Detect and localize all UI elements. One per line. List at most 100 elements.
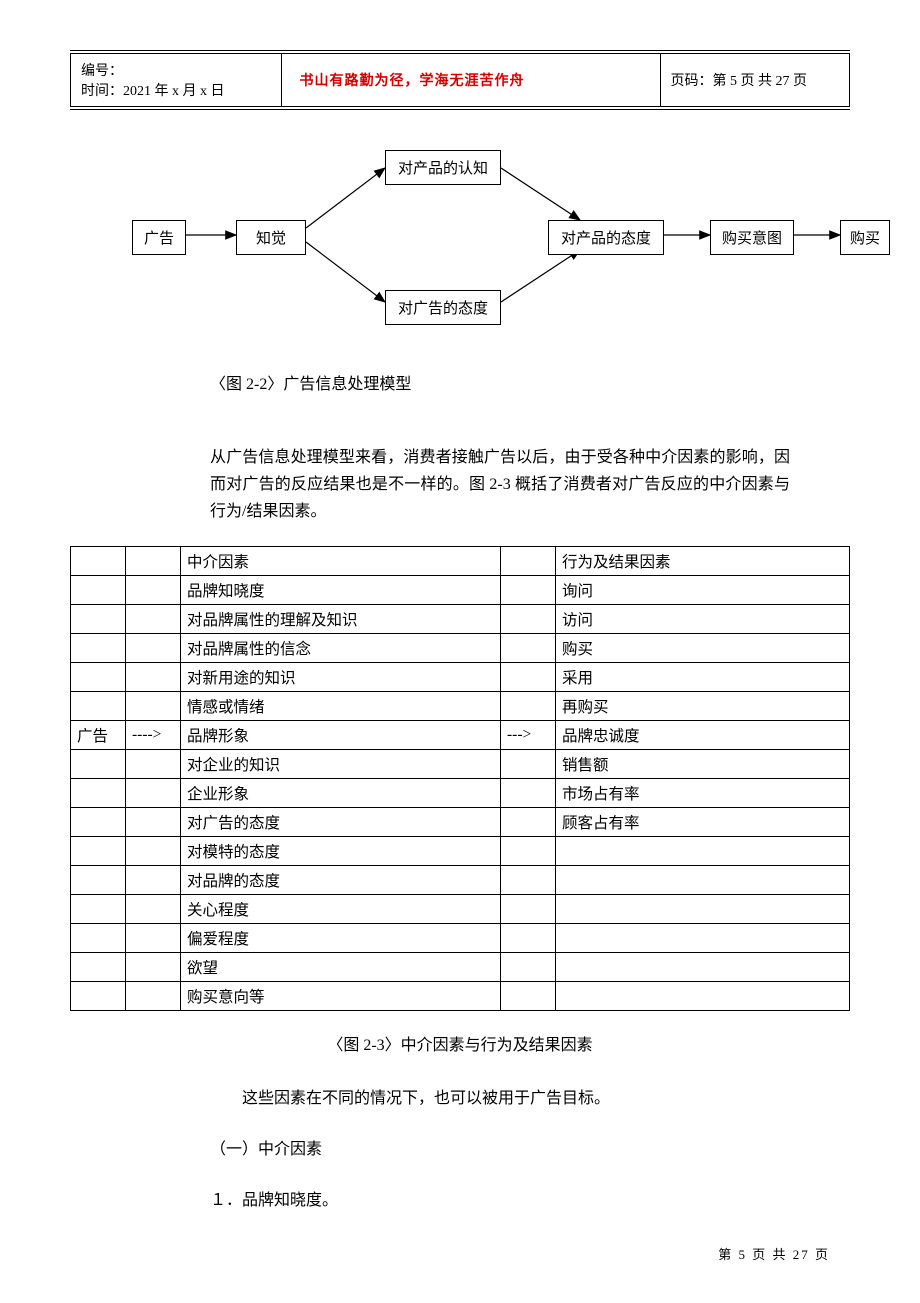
table-cell (126, 575, 181, 604)
table-cell (556, 836, 850, 865)
table-row: 对品牌的态度 (71, 865, 850, 894)
table-cell (556, 894, 850, 923)
table-cell: 行为及结果因素 (556, 546, 850, 575)
table-cell: 购买 (556, 633, 850, 662)
table-cell (71, 981, 126, 1010)
table-cell: 询问 (556, 575, 850, 604)
table-row: 企业形象 市场占有率 (71, 778, 850, 807)
table-cell: 广告 (71, 720, 126, 749)
table-cell: 偏爱程度 (181, 923, 501, 952)
table-cell (501, 604, 556, 633)
table-row: 对模特的态度 (71, 836, 850, 865)
table-cell: 顾客占有率 (556, 807, 850, 836)
table-cell (126, 923, 181, 952)
page-footer: 第 5 页 共 27 页 (70, 1244, 850, 1263)
table-cell (71, 865, 126, 894)
table-cell (126, 662, 181, 691)
table-cell: 欲望 (181, 952, 501, 981)
table-cell (501, 807, 556, 836)
table-cell (71, 749, 126, 778)
table-cell: 品牌知晓度 (181, 575, 501, 604)
table-cell (126, 894, 181, 923)
table-cell (126, 865, 181, 894)
table-cell: 市场占有率 (556, 778, 850, 807)
header-code: 编号： (81, 60, 271, 80)
flowchart-node-buy: 购买 (840, 220, 890, 255)
table-row: 品牌知晓度 询问 (71, 575, 850, 604)
table-cell: 访问 (556, 604, 850, 633)
table-cell (71, 662, 126, 691)
table-cell: 对模特的态度 (181, 836, 501, 865)
paragraph-intro: 从广告信息处理模型来看，消费者接触广告以后，由于受各种中介因素的影响，因而对广告… (210, 444, 790, 526)
table-row: 对新用途的知识采用 (71, 662, 850, 691)
flowchart-edge (306, 168, 385, 228)
table-cell: 再购买 (556, 691, 850, 720)
top-rule (70, 50, 850, 51)
table-cell: 对品牌的态度 (181, 865, 501, 894)
header-motto: 书山有路勤为径，学海无涯苦作舟 (300, 74, 525, 89)
table-cell (501, 778, 556, 807)
table-cell (501, 836, 556, 865)
flowchart-node-adatt: 对广告的态度 (385, 290, 501, 325)
table-cell (556, 865, 850, 894)
table-cell: 关心程度 (181, 894, 501, 923)
table-row: 对企业的知识 销售额 (71, 749, 850, 778)
table-cell (501, 981, 556, 1010)
table-cell: 品牌忠诚度 (556, 720, 850, 749)
table-cell (501, 894, 556, 923)
table-cell: 销售额 (556, 749, 850, 778)
table-row: 对品牌属性的信念 购买 (71, 633, 850, 662)
table-cell (71, 923, 126, 952)
table-cell (501, 633, 556, 662)
table-cell: 购买意向等 (181, 981, 501, 1010)
table-cell: 对品牌属性的理解及知识 (181, 604, 501, 633)
table-cell (126, 546, 181, 575)
table-row: 对广告的态度顾客占有率 (71, 807, 850, 836)
table-cell (501, 952, 556, 981)
table-cell (71, 546, 126, 575)
flowchart-edge (501, 250, 580, 302)
table-row: 对品牌属性的理解及知识 访问 (71, 604, 850, 633)
table-cell (501, 662, 556, 691)
table-cell: ----> (126, 720, 181, 749)
table-cell (126, 952, 181, 981)
flowchart-edge (501, 168, 580, 220)
table-cell (501, 691, 556, 720)
figure-2-3-caption: 〈图 2-3〉中介因素与行为及结果因素 (70, 1031, 850, 1055)
table-cell: 情感或情绪 (181, 691, 501, 720)
table-cell (126, 836, 181, 865)
table-row: 情感或情绪 再购买 (71, 691, 850, 720)
flowchart-node-prodatt: 对产品的态度 (548, 220, 664, 255)
table-cell (71, 633, 126, 662)
table-row: 偏爱程度 (71, 923, 850, 952)
header-left-cell: 编号： 时间：2021 年 x 月 x 日 (71, 54, 282, 107)
header-time: 时间：2021 年 x 月 x 日 (81, 80, 271, 100)
table-cell: 企业形象 (181, 778, 501, 807)
table-cell (501, 865, 556, 894)
table-row: 中介因素行为及结果因素 (71, 546, 850, 575)
header-page-label: 页码：第 5 页 共 27 页 (671, 74, 808, 89)
section-heading-1: （一）中介因素 (210, 1136, 790, 1163)
table-cell (71, 807, 126, 836)
table-cell (501, 923, 556, 952)
table-cell: 对企业的知识 (181, 749, 501, 778)
table-cell (556, 981, 850, 1010)
table-cell (126, 749, 181, 778)
list-item-1: １．品牌知晓度。 (210, 1187, 790, 1214)
table-row: 购买意向等 (71, 981, 850, 1010)
table-cell (126, 778, 181, 807)
flowchart-figure-2-2: 广告知觉对产品的认知对广告的态度对产品的态度购买意图购买 (70, 140, 850, 330)
table-cell (126, 604, 181, 633)
table-cell: 对新用途的知识 (181, 662, 501, 691)
table-cell (501, 575, 556, 604)
flowchart-edge (306, 242, 385, 302)
table-cell (501, 546, 556, 575)
header-right-cell: 页码：第 5 页 共 27 页 (660, 54, 850, 107)
table-cell: 对品牌属性的信念 (181, 633, 501, 662)
table-cell (126, 981, 181, 1010)
table-cell (501, 749, 556, 778)
flowchart-node-ad: 广告 (132, 220, 186, 255)
flowchart-node-cognition: 对产品的认知 (385, 150, 501, 185)
figure-2-3-table: 中介因素行为及结果因素品牌知晓度询问对品牌属性的理解及知识访问对品牌属性的信念购… (70, 546, 850, 1011)
table-cell (556, 923, 850, 952)
